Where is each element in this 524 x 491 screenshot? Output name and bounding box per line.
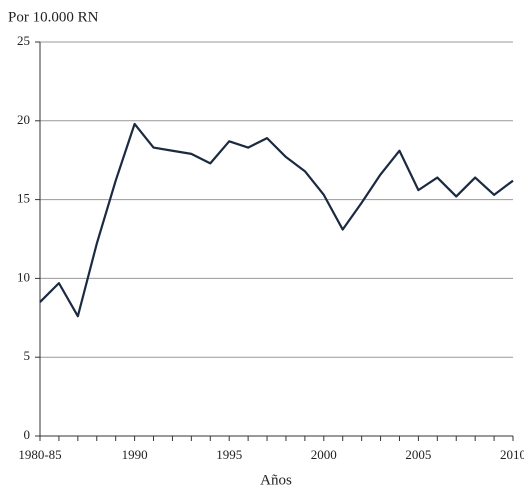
y-tick-label: 5: [24, 348, 31, 363]
data-line: [39, 122, 514, 318]
y-tick-label: 20: [17, 112, 30, 127]
x-tick-label: 1995: [216, 447, 242, 462]
y-axis-title: Por 10.000 RN: [8, 9, 99, 25]
y-tick-label: 10: [17, 269, 30, 284]
x-tick-label: 2010: [500, 447, 524, 462]
y-tick-label: 0: [24, 427, 31, 442]
y-tick-label: 15: [17, 191, 30, 206]
x-tick-label: 2000: [311, 447, 337, 462]
y-tick-label: 25: [17, 33, 30, 48]
x-tick-label: 1990: [122, 447, 148, 462]
x-axis-title: Años: [260, 472, 292, 488]
x-tick-label: 1980-85: [18, 447, 61, 462]
x-tick-label: 2005: [405, 447, 431, 462]
